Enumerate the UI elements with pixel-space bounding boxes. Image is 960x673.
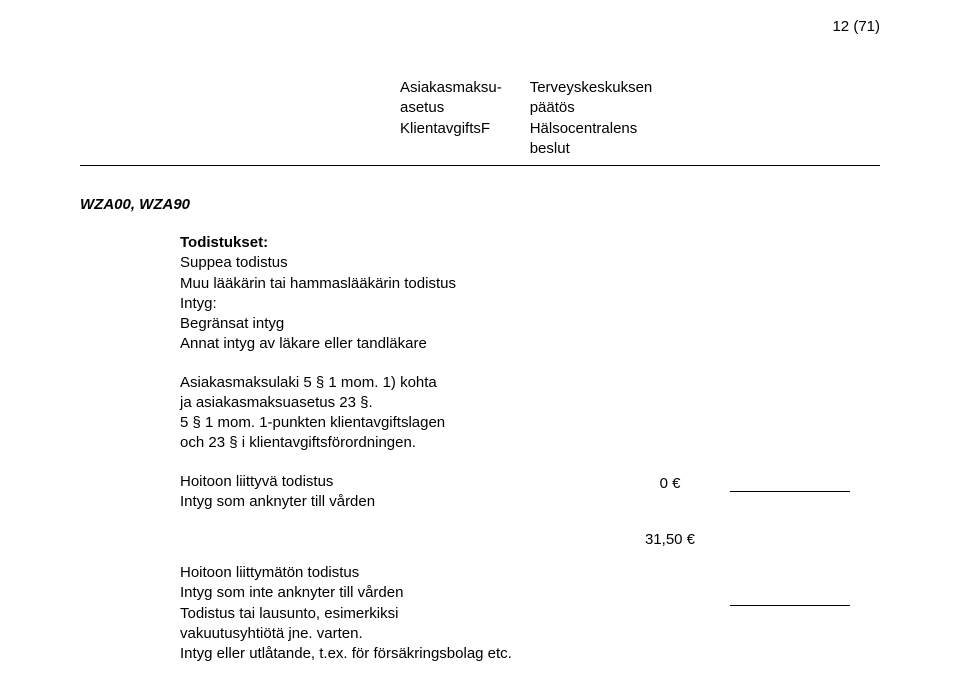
fee-line: Todistus tai lausunto, esimerkiksi — [180, 604, 610, 624]
header-text: Terveyskeskuksen — [530, 78, 653, 98]
law-line: och 23 § i klientavgiftsförordningen. — [180, 433, 880, 453]
section-line: Suppea todistus — [180, 253, 880, 273]
fee-text: Hoitoon liittyvä todistus Intyg som ankn… — [180, 472, 610, 513]
header-text: KlientavgiftsF — [400, 119, 502, 139]
fee-line: Intyg som inte anknyter till vården — [180, 583, 610, 603]
header-text: beslut — [530, 139, 653, 159]
page-number: 12 (71) — [832, 18, 880, 35]
content-block: Todistukset: Suppea todistus Muu lääkäri… — [180, 233, 880, 664]
law-line: ja asiakasmaksuasetus 23 §. — [180, 393, 880, 413]
header-text: Asiakasmaksu- — [400, 78, 502, 98]
section-line: Intyg: — [180, 294, 880, 314]
section-line: Muu lääkärin tai hammaslääkärin todistus — [180, 274, 880, 294]
law-paragraph: Asiakasmaksulaki 5 § 1 mom. 1) kohta ja … — [180, 373, 880, 454]
section-line: Begränsat intyg — [180, 314, 880, 334]
header-col-2: Terveyskeskuksen päätös Hälsocentralens … — [530, 78, 653, 159]
procedure-code: WZA00, WZA90 — [80, 196, 880, 213]
header-text: Hälsocentralens — [530, 119, 653, 139]
fee-row-2: Hoitoon liittymätön todistus Intyg som i… — [180, 530, 880, 664]
fee-amount: 31,50 € — [610, 530, 730, 606]
fee-line: Hoitoon liittymätön todistus — [180, 563, 610, 583]
section-line: Annat intyg av läkare eller tandläkare — [180, 334, 880, 354]
fee-line: vakuutusyhtiötä jne. varten. — [180, 624, 610, 644]
section-title: Todistukset: — [180, 233, 880, 253]
header-col-1: Asiakasmaksu- asetus KlientavgiftsF — [400, 78, 502, 159]
header-text: asetus — [400, 98, 502, 118]
header-divider — [80, 165, 880, 166]
fee-row-1: Hoitoon liittyvä todistus Intyg som ankn… — [180, 472, 880, 513]
header-columns: Asiakasmaksu- asetus KlientavgiftsF Terv… — [400, 78, 880, 159]
header-text: päätös — [530, 98, 653, 118]
law-line: Asiakasmaksulaki 5 § 1 mom. 1) kohta — [180, 373, 880, 393]
fee-line: Hoitoon liittyvä todistus — [180, 472, 610, 492]
fee-amount: 0 € — [610, 474, 730, 512]
fee-line: Intyg som anknyter till vården — [180, 492, 610, 512]
fee-blank-line — [730, 490, 850, 492]
law-line: 5 § 1 mom. 1-punkten klientavgiftslagen — [180, 413, 880, 433]
fee-line: Intyg eller utlåtande, t.ex. för försäkr… — [180, 644, 610, 664]
fee-text: Hoitoon liittymätön todistus Intyg som i… — [180, 563, 610, 664]
fee-blank-line — [730, 548, 850, 606]
